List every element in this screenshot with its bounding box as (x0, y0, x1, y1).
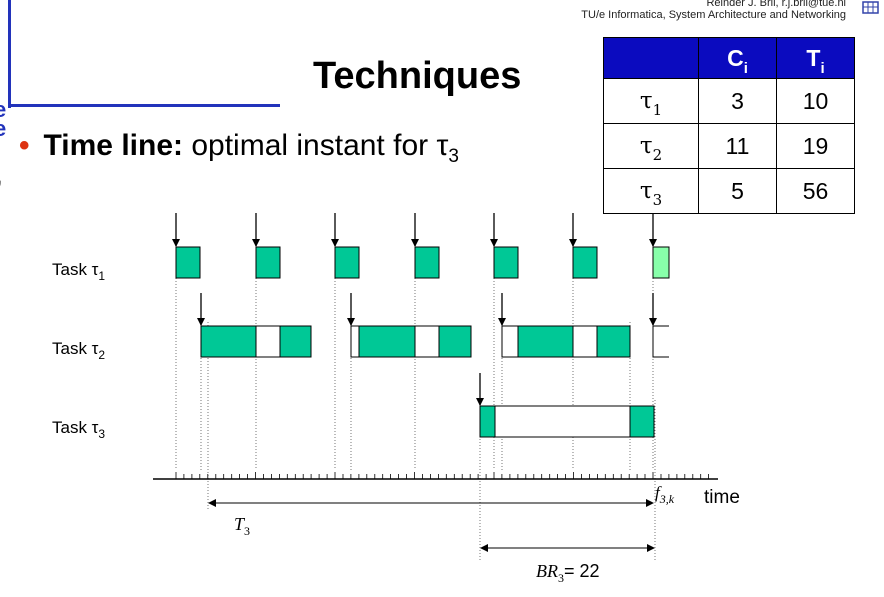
response-time-label: BR3= 22 (536, 561, 600, 585)
release-arrows-task-2 (197, 293, 657, 326)
task-parameter-table: Ci Ti τ1 3 10 τ2 11 19 τ3 5 56 (603, 37, 855, 214)
table-cell-t: 56 (776, 168, 855, 214)
decorative-blue-horizontal-line (8, 104, 280, 107)
clipped-edge-text: e (0, 97, 7, 122)
slide-title: Techniques (313, 55, 522, 97)
axis-ticks (175, 472, 709, 479)
finish-time-label: f3,k (655, 483, 675, 506)
table-cell-c: 5 (698, 168, 777, 214)
table-header-blank (603, 37, 699, 79)
bullet-subscript: 3 (448, 146, 459, 167)
bullet-dot-icon: • (19, 129, 30, 162)
task-3-blocks (479, 405, 655, 438)
clipped-edge-text: ʼ (0, 176, 2, 202)
table-cell-t: 10 (776, 78, 855, 124)
task-2-blocks (200, 325, 669, 358)
release-arrows-task-1 (172, 213, 657, 247)
header-author: Reinder J. Bril, r.j.bril@tue.nl TU/e In… (581, 0, 846, 21)
table-row: τ3 5 56 (603, 168, 855, 214)
author-line: Reinder J. Bril, r.j.bril@tue.nl (706, 0, 846, 9)
task-1-blocks (175, 246, 670, 279)
dotted-guide-lines (175, 242, 656, 560)
table-header-t: Ti (776, 37, 855, 79)
task-label-3: Task τ3 (52, 418, 105, 441)
period-label: T3 (234, 514, 250, 538)
decorative-blue-vertical-line (8, 0, 11, 108)
table-row: τ2 11 19 (603, 123, 855, 169)
axis-label-time: time (704, 487, 740, 508)
table-row: τ1 3 10 (603, 78, 855, 124)
bullet-label: Time line: (43, 129, 183, 162)
table-cell-task: τ1 (603, 78, 699, 124)
table-header-row: Ci Ti (603, 37, 855, 79)
clipped-edge-text: e (0, 116, 7, 141)
bullet-item: • Time line: optimal instant for τ3 (19, 129, 459, 167)
task-label-1: Task τ1 (52, 260, 105, 283)
bullet-text: optimal instant for τ (183, 129, 449, 162)
table-cell-t: 19 (776, 123, 855, 169)
task-label-2: Task τ2 (52, 339, 105, 362)
affiliation-line: TU/e Informatica, System Architecture an… (581, 9, 846, 21)
university-logo-icon (862, 1, 879, 14)
